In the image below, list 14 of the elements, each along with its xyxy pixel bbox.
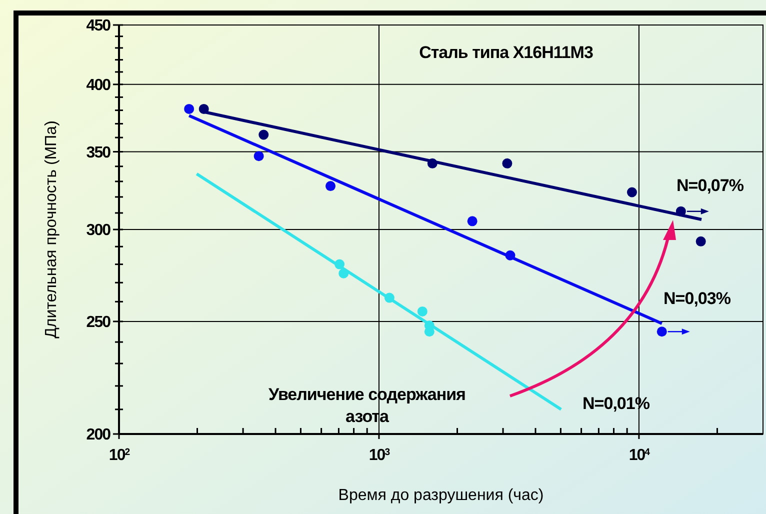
y-tick-label: 450 xyxy=(86,18,112,35)
y-axis-title: Длительная прочность (МПа) xyxy=(43,120,60,338)
y-tick-label: 250 xyxy=(86,314,112,332)
y-tick-label: 350 xyxy=(86,144,112,162)
x-tick-label: 10$^{2}$ xyxy=(108,446,130,464)
x-tick-label: 10$^{4}$ xyxy=(628,446,651,464)
x-axis-title: Время до разрушения (час) xyxy=(338,487,544,504)
y-tick-label: 400 xyxy=(86,77,112,94)
x-tick-label: 10$^{3}$ xyxy=(368,446,390,464)
y-tick-label: 200 xyxy=(86,426,112,444)
text: Сталь типа X16H11M3 xyxy=(419,43,593,62)
annotation: N=0,03% xyxy=(664,288,731,308)
y-tick-label: 300 xyxy=(86,222,112,240)
annotation: N=0,07% xyxy=(676,176,744,195)
